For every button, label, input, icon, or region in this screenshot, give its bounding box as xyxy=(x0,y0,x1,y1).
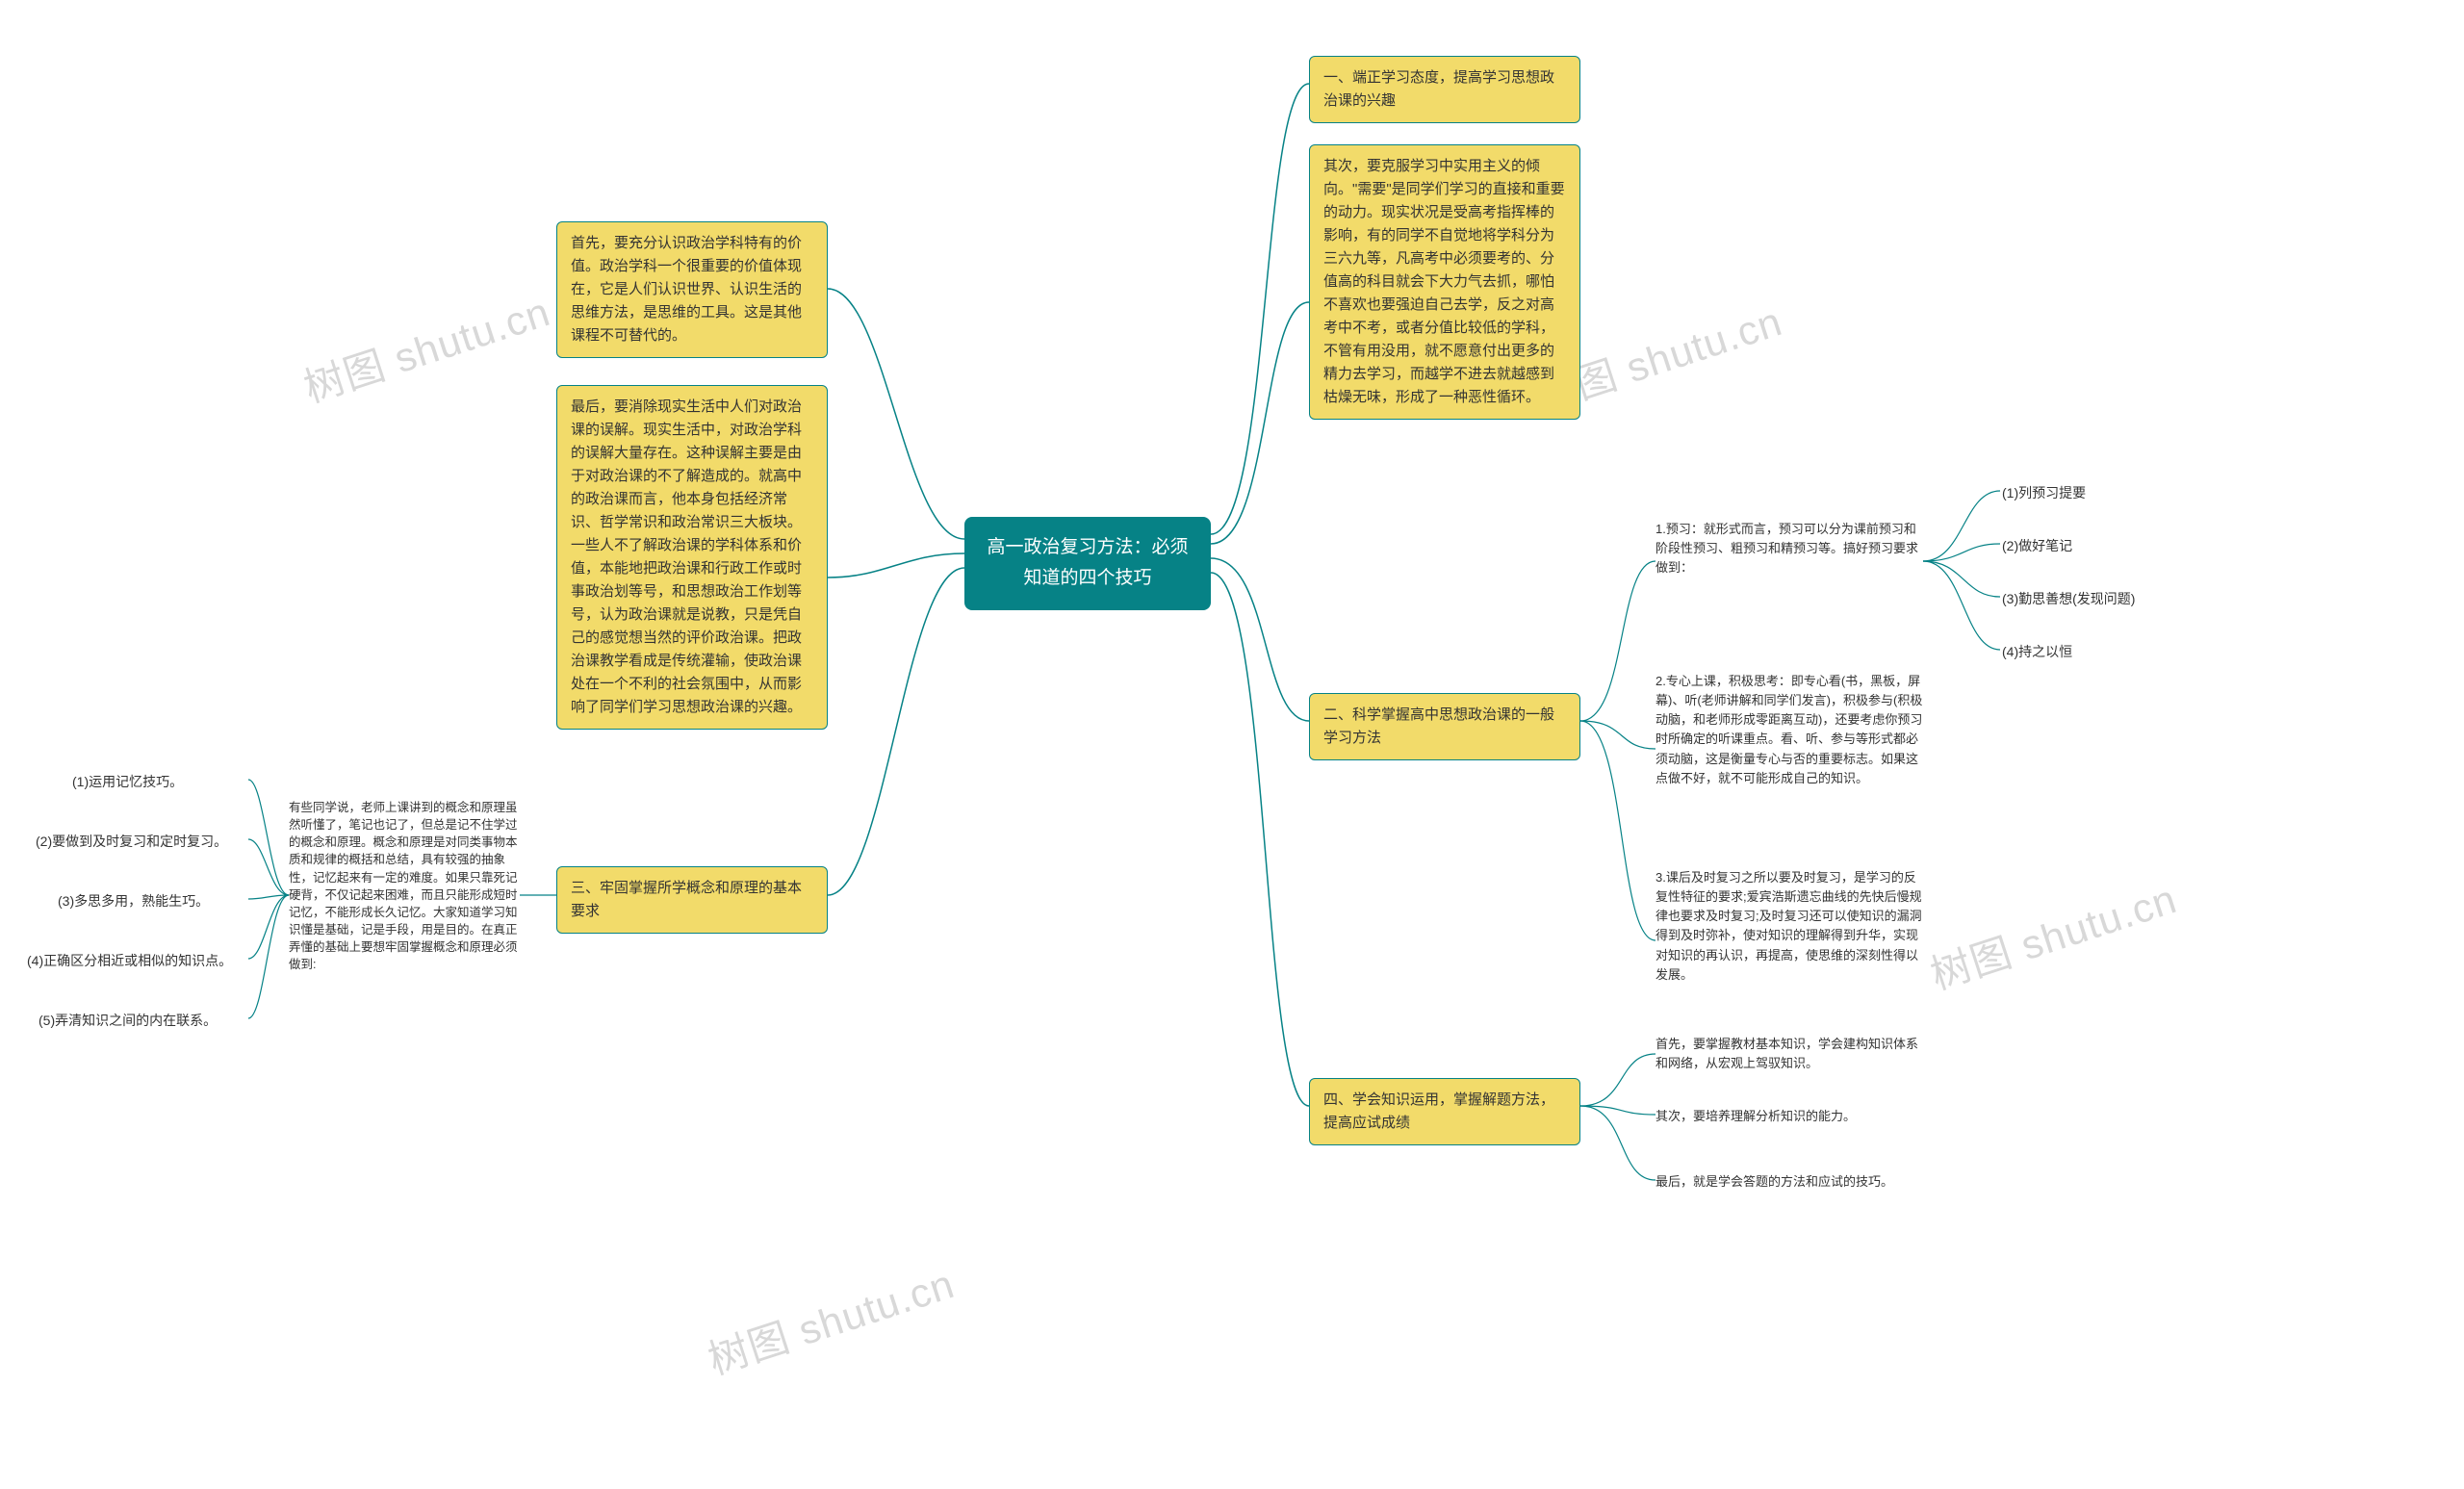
branch-right-1[interactable]: 一、端正学习态度，提高学习思想政治课的兴趣 xyxy=(1309,56,1580,123)
branch-left-3[interactable]: 三、牢固掌握所学概念和原理的基本要求 xyxy=(556,866,828,934)
branch-left-3-desc: 有些同学说，老师上课讲到的概念和原理虽然听懂了，笔记也记了，但总是记不住学过的概… xyxy=(289,799,520,973)
branch-right-4[interactable]: 四、学会知识运用，掌握解题方法，提高应试成绩 xyxy=(1309,1078,1580,1145)
r3-child-1: 1.预习：就形式而言，预习可以分为课前预习和阶段性预习、粗预习和精预习等。搞好预… xyxy=(1656,520,1923,578)
r3c1-leaf-3: (3)勤思善想(发现问题) xyxy=(2002,589,2135,610)
r4-child-2: 其次，要培养理解分析知识的能力。 xyxy=(1656,1107,1923,1126)
branch-right-2[interactable]: 其次，要克服学习中实用主义的倾向。"需要"是同学们学习的直接和重要的动力。现实状… xyxy=(1309,144,1580,420)
r3c1-leaf-4: (4)持之以恒 xyxy=(2002,642,2072,663)
watermark: 树图 shutu.cn xyxy=(295,279,556,414)
r4-child-3: 最后，就是学会答题的方法和应试的技巧。 xyxy=(1656,1172,1935,1192)
watermark: 树图 shutu.cn xyxy=(1922,866,2183,1001)
connection-layer xyxy=(0,0,2464,1489)
branch-left-1[interactable]: 首先，要充分认识政治学科特有的价值。政治学科一个很重要的价值体现在，它是人们认识… xyxy=(556,221,828,358)
branch-left-2[interactable]: 最后，要消除现实生活中人们对政治课的误解。现实生活中，对政治学科的误解大量存在。… xyxy=(556,385,828,730)
branch-right-3[interactable]: 二、科学掌握高中思想政治课的一般学习方法 xyxy=(1309,693,1580,760)
center-node[interactable]: 高一政治复习方法：必须 知道的四个技巧 xyxy=(964,517,1211,610)
r4-child-1: 首先，要掌握教材基本知识，学会建构知识体系和网络，从宏观上驾驭知识。 xyxy=(1656,1035,1923,1073)
leaf-3-4: (4)正确区分相近或相似的知识点。 xyxy=(27,951,232,972)
watermark: 树图 shutu.cn xyxy=(700,1251,961,1386)
leaf-3-1: (1)运用记忆技巧。 xyxy=(72,772,183,793)
r3c1-leaf-2: (2)做好笔记 xyxy=(2002,536,2072,557)
leaf-3-5: (5)弄清知识之间的内在联系。 xyxy=(38,1011,217,1032)
r3-child-3: 3.课后及时复习之所以要及时复习，是学习的反复性特征的要求;爱宾浩斯遗忘曲线的先… xyxy=(1656,868,1923,985)
r3-child-2: 2.专心上课，积极思考：即专心看(书，黑板，屏幕)、听(老师讲解和同学们发言)，… xyxy=(1656,672,1923,788)
r3c1-leaf-1: (1)列预习提要 xyxy=(2002,483,2086,504)
leaf-3-3: (3)多思多用，熟能生巧。 xyxy=(58,891,209,912)
leaf-3-2: (2)要做到及时复习和定时复习。 xyxy=(36,832,227,853)
